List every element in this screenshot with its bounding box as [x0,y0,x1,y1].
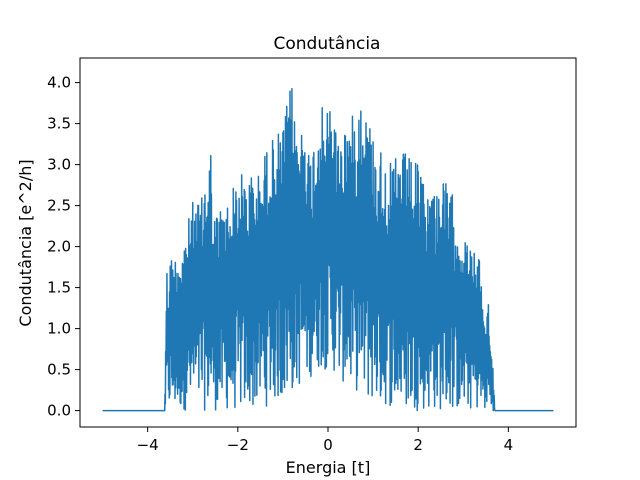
x-axis-ticks: −4 −2 0 2 4 [137,427,514,454]
x-tick-label: −4 [137,436,159,454]
y-tick-label: 4.0 [47,74,71,92]
y-axis-label: Condutância [e^2/h] [16,159,35,326]
y-tick-label: 2.0 [47,238,71,256]
y-tick-label: 0.0 [47,402,71,420]
x-tick-label: 4 [504,436,514,454]
y-tick-label: 1.0 [47,320,71,338]
y-tick-label: 1.5 [47,279,71,297]
x-tick-label: −2 [227,436,249,454]
y-axis-ticks: 0.0 0.5 1.0 1.5 2.0 2.5 3.0 3.5 4.0 [47,74,80,420]
x-tick-label: 2 [413,436,423,454]
chart-title: Condutância [274,34,381,54]
y-tick-label: 0.5 [47,361,71,379]
y-tick-label: 3.5 [47,115,71,133]
series-layer [102,87,554,412]
x-axis-label: Energia [t] [286,458,371,477]
x-tick-label: 0 [323,436,333,454]
conductance-series-line [102,87,554,412]
y-tick-label: 3.0 [47,156,71,174]
y-tick-label: 2.5 [47,197,71,215]
